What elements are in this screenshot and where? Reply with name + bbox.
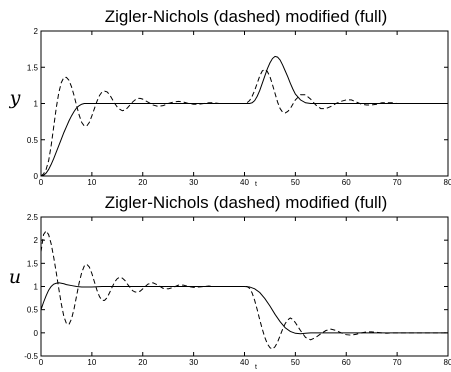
- x-tick-label: 70: [393, 358, 402, 367]
- x-tick-label: 80: [444, 358, 451, 367]
- x-tick-label: 0: [39, 178, 44, 187]
- y-tick-label: 1.5: [27, 259, 39, 268]
- y-tick-label: 2: [34, 236, 39, 245]
- y-tick-label: 1: [34, 100, 39, 109]
- x-tick-label: 50: [291, 358, 300, 367]
- y-tick-label: 0: [34, 172, 39, 181]
- bottom-chart: Zigler-Nichols (dashed) modified (full) …: [9, 193, 451, 371]
- chart-title: Zigler-Nichols (dashed) modified (full): [105, 7, 387, 26]
- x-tick-label: 20: [138, 178, 147, 187]
- y-tick-label: 2: [34, 27, 39, 36]
- y-tick-label: 2.5: [27, 213, 39, 222]
- x-tick-label: 60: [342, 178, 351, 187]
- y-tick-label: 1: [34, 283, 39, 292]
- y-axis-label: u: [9, 266, 21, 288]
- x-tick-label: 50: [291, 178, 300, 187]
- solid-series-line: [41, 55, 448, 176]
- dashed-series-line: [41, 68, 448, 176]
- y-axis-label: y: [9, 87, 21, 109]
- x-tick-label: 30: [189, 358, 198, 367]
- x-tick-label: 30: [189, 178, 198, 187]
- y-tick-label: 1.5: [27, 63, 39, 72]
- x-tick-label: 10: [87, 358, 96, 367]
- x-tick-label: 40: [240, 358, 249, 367]
- x-tick-label: 40: [240, 178, 249, 187]
- y-tick-label: 0: [34, 329, 39, 338]
- x-tick-label: 60: [342, 358, 351, 367]
- y-tick-label: 0.5: [27, 306, 39, 315]
- x-tick-label: 80: [444, 178, 451, 187]
- chart-title: Zigler-Nichols (dashed) modified (full): [105, 193, 387, 212]
- x-tick-label: 70: [393, 178, 402, 187]
- top-chart: Zigler-Nichols (dashed) modified (full) …: [9, 7, 451, 188]
- y-tick-label: -0.5: [24, 352, 38, 361]
- solid-series-line: [41, 282, 448, 335]
- x-axis-label: t: [255, 181, 257, 188]
- dashed-series-line: [41, 230, 448, 350]
- x-axis-label: t: [255, 364, 257, 371]
- x-tick-label: 10: [87, 178, 96, 187]
- x-tick-label: 20: [138, 358, 147, 367]
- y-tick-label: 0.5: [27, 136, 39, 145]
- x-tick-label: 0: [39, 358, 44, 367]
